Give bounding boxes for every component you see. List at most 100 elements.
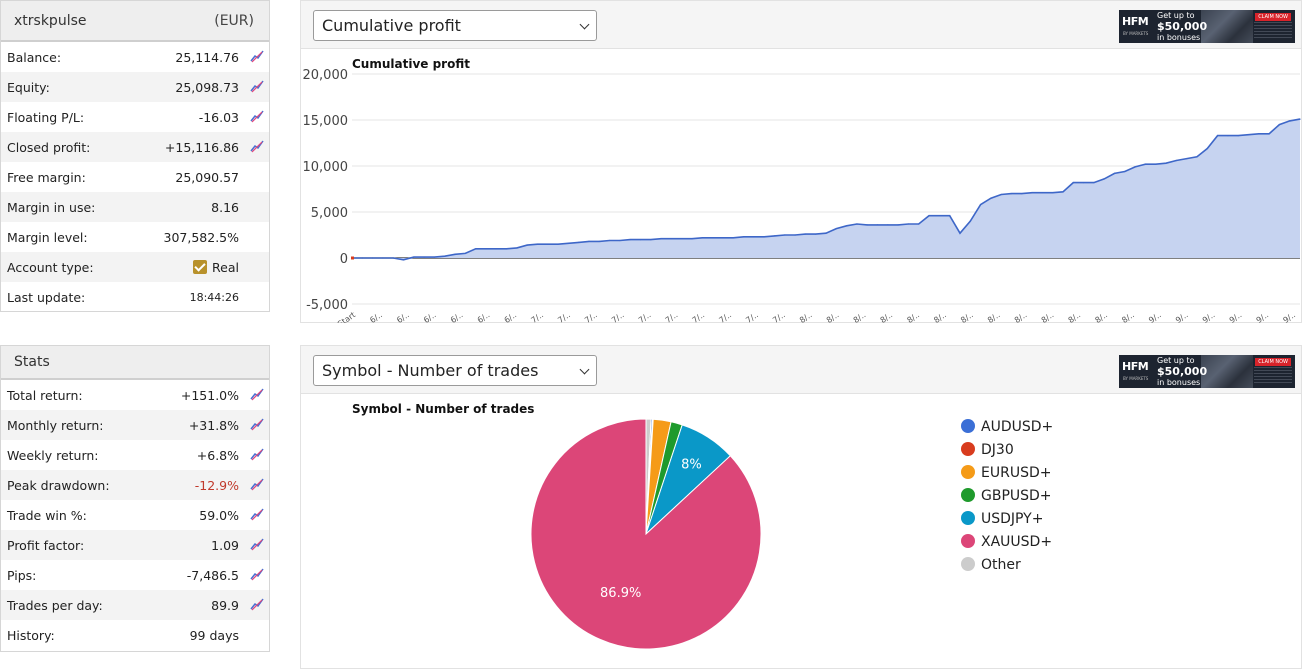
x-tick-label: 8/..	[852, 310, 868, 323]
stat-row: Trades per day: 89.9	[1, 590, 269, 620]
data-point	[639, 239, 642, 241]
x-tick-label: 9/..	[1255, 310, 1271, 323]
data-point	[1155, 163, 1157, 165]
chart-line-icon[interactable]	[250, 537, 264, 551]
stat-label: Account type:	[7, 259, 94, 275]
stat-row: Pips: -7,486.5	[1, 560, 269, 590]
data-point	[949, 215, 951, 217]
chart-line-icon[interactable]	[250, 597, 264, 611]
stat-label: Weekly return:	[7, 447, 99, 463]
chart-line-icon[interactable]	[250, 139, 264, 153]
data-point	[567, 242, 569, 244]
data-point	[1031, 192, 1033, 194]
legend-marker	[961, 488, 975, 502]
data-point	[815, 233, 817, 235]
data-point	[1278, 124, 1280, 126]
data-point	[743, 236, 745, 238]
data-point	[907, 223, 910, 225]
chart-line-icon[interactable]	[250, 49, 264, 63]
y-tick-label: 0	[340, 252, 348, 267]
ad-fine-print	[1254, 22, 1292, 40]
x-tick-label: 8/..	[825, 310, 841, 323]
data-point	[423, 256, 425, 258]
data-point	[712, 237, 714, 239]
stat-value: Real	[193, 260, 239, 275]
data-point	[485, 248, 487, 250]
ad-claim-button[interactable]: CLAIM NOW	[1255, 358, 1291, 366]
data-point	[413, 256, 415, 258]
symbol-chart-box: Symbol - Number of trades HFM BY MARKETS…	[300, 345, 1302, 669]
data-point	[402, 259, 405, 261]
symbol-pie-chart: Symbol - Number of trades 8% 86.9% AUDUSD+ D…	[352, 402, 1053, 650]
x-tick-label: 8/..	[932, 310, 948, 323]
stat-value: 307,582.5%	[163, 229, 240, 245]
x-tick-label: 9/..	[1201, 310, 1217, 323]
x-tick-label: 8/..	[1067, 310, 1083, 323]
data-point	[1175, 159, 1177, 162]
stat-value: 89.9	[211, 597, 239, 613]
data-point	[609, 239, 611, 242]
stat-value: 25,098.73	[175, 79, 239, 95]
data-point	[1072, 182, 1074, 184]
x-tick-label: 6/..	[422, 310, 438, 323]
stat-row: Weekly return: +6.8%	[1, 440, 269, 470]
chart-line-icon[interactable]	[250, 79, 264, 93]
x-tick-label: 6/..	[368, 310, 384, 323]
data-point	[784, 234, 786, 236]
account-currency: (EUR)	[214, 12, 254, 29]
x-tick-label: 7/..	[556, 310, 572, 323]
data-point	[650, 239, 652, 241]
data-point	[753, 236, 755, 238]
data-point	[1165, 162, 1167, 164]
stat-row: History: 99 days	[1, 620, 269, 650]
data-point	[918, 223, 920, 225]
stat-label: Closed profit:	[7, 139, 91, 155]
data-point	[897, 224, 899, 226]
ad-line1: Get up to	[1157, 356, 1195, 365]
data-point	[701, 237, 703, 239]
data-point	[1186, 158, 1188, 160]
stat-value: 1.09	[211, 537, 239, 553]
stat-row: Monthly return: +31.8%	[1, 410, 269, 440]
chart-line-icon[interactable]	[250, 447, 264, 461]
y-tick-label: 20,000	[303, 68, 349, 83]
symbol-chart-header: Symbol - Number of trades HFM BY MARKETS…	[301, 346, 1301, 394]
chart-type-select[interactable]: Cumulative profit	[313, 10, 597, 41]
x-tick-label: 7/..	[691, 310, 707, 323]
ad-logo-sub: BY MARKETS	[1123, 31, 1149, 36]
data-point	[547, 243, 549, 245]
chart-line-icon[interactable]	[250, 567, 264, 581]
legend-label: USDJPY+	[981, 511, 1043, 527]
legend-label: GBPUSD+	[981, 488, 1052, 504]
data-point	[1062, 191, 1064, 193]
chart-line-icon[interactable]	[250, 417, 264, 431]
chart-line-icon[interactable]	[250, 477, 264, 491]
ad-logo: HFM	[1122, 360, 1149, 373]
chart-line-icon[interactable]	[250, 387, 264, 401]
ad-fine-print	[1254, 367, 1292, 385]
x-tick-label: 9/..	[1147, 310, 1163, 323]
ad-banner[interactable]: HFM BY MARKETS Get up to $50,000 in bonu…	[1119, 10, 1295, 43]
x-tick-label: 6/..	[476, 310, 492, 323]
legend-marker	[961, 534, 975, 548]
symbol-chart-select[interactable]: Symbol - Number of trades	[313, 355, 597, 386]
chart-title: Symbol - Number of trades	[352, 402, 534, 416]
data-point	[980, 204, 982, 206]
ad-banner[interactable]: HFM BY MARKETS Get up to $50,000 in bonu…	[1119, 355, 1295, 388]
data-point	[1041, 192, 1043, 194]
data-point	[1206, 147, 1208, 150]
data-point	[1083, 182, 1085, 184]
x-tick-label: 7/..	[637, 310, 653, 323]
ad-claim-button[interactable]: CLAIM NOW	[1255, 13, 1291, 21]
ad-line1: Get up to	[1157, 11, 1195, 20]
x-tick-label: 7/..	[771, 310, 787, 323]
stat-label: Floating P/L:	[7, 109, 85, 125]
data-point	[495, 248, 497, 250]
stat-value: +31.8%	[188, 417, 239, 433]
chart-line-icon[interactable]	[250, 109, 264, 123]
ad-image	[1201, 355, 1253, 388]
legend-label: DJ30	[981, 442, 1014, 458]
pie-data-label: 86.9%	[600, 586, 641, 601]
x-tick-label: 8/..	[986, 310, 1002, 323]
chart-line-icon[interactable]	[250, 507, 264, 521]
